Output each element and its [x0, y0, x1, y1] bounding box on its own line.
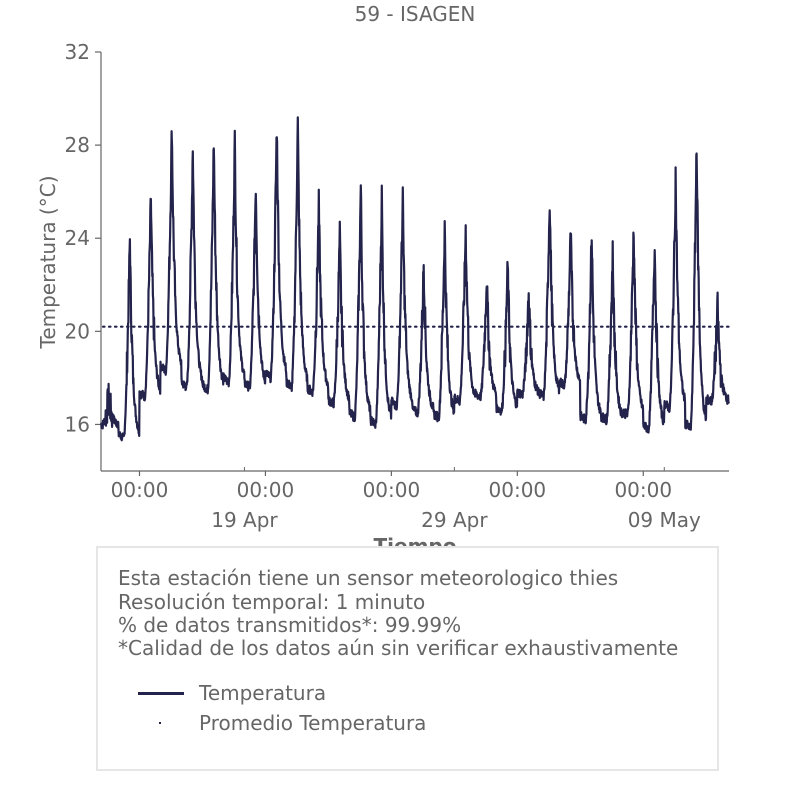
- legend-line-swatch: [138, 692, 184, 695]
- series-line: [100, 116, 730, 442]
- x-date-label: 19 Apr: [211, 508, 278, 532]
- info-transmitted-line: % de datos transmitidos*: 99.99%: [118, 613, 462, 637]
- y-tick-label: 24: [65, 226, 90, 250]
- info-resolution-line: Resolución temporal: 1 minuto: [118, 590, 426, 614]
- y-tick-label: 32: [65, 40, 90, 64]
- info-quality-line: *Calidad de los datos aún sin verificar …: [118, 636, 679, 660]
- info-box: Esta estación tiene un sensor meteorolog…: [96, 546, 719, 771]
- x-date-label: 29 Apr: [421, 508, 488, 532]
- x-date-label: 09 May: [628, 508, 701, 532]
- x-tick-label: 00:00: [237, 478, 295, 502]
- y-axis-label: Temperatura (°C): [36, 175, 60, 349]
- y-tick-label: 16: [65, 412, 90, 436]
- y-tick-label: 20: [65, 319, 90, 343]
- x-tick-label: 00:00: [363, 478, 421, 502]
- info-sensor-line: Esta estación tiene un sensor meteorolog…: [118, 566, 619, 590]
- x-tick-label: 00:00: [614, 478, 672, 502]
- x-tick-label: 00:00: [111, 478, 169, 502]
- y-tick-label: 28: [65, 133, 90, 157]
- chart-title: 59 - ISAGEN: [355, 2, 476, 26]
- x-tick-label: 00:00: [489, 478, 547, 502]
- legend-label: Promedio Temperatura: [199, 711, 427, 735]
- legend-label: Temperatura: [199, 681, 327, 705]
- legend-dot-swatch: [159, 722, 161, 724]
